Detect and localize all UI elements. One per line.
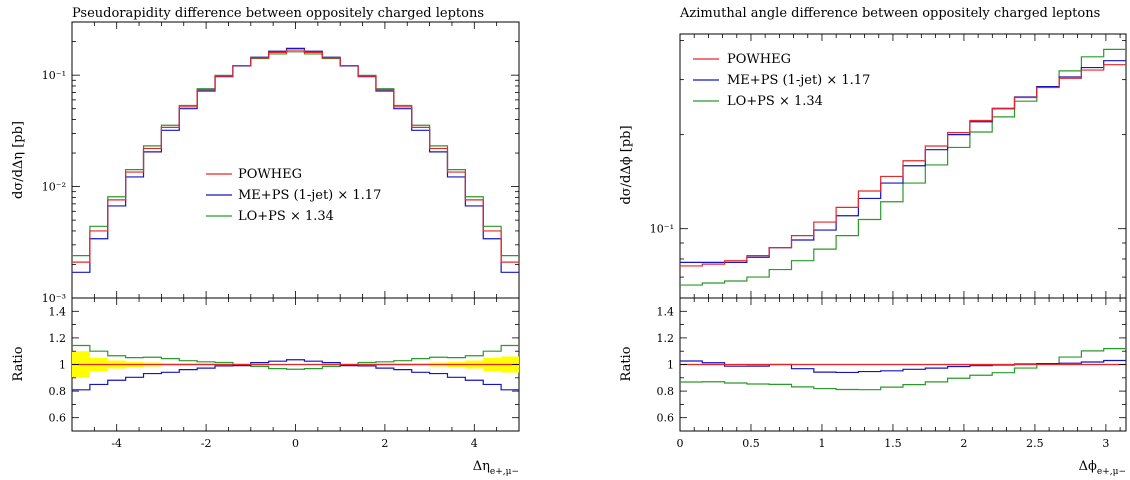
ratio-series-group: [72, 344, 519, 391]
x-axis-label: Δηe+,μ−: [473, 459, 519, 477]
series-line-1: [72, 47, 519, 273]
legend-label-meps: ME+PS (1-jet) × 1.17: [238, 188, 381, 203]
ratio-line-1: [72, 359, 519, 391]
tick-group: 0 0.5 1 1.5 2 2.5 3 10⁻¹ 0.6 0.8 1 1.2 1.4: [650, 34, 1126, 450]
legend-label-lops: LO+PS × 1.34: [238, 209, 334, 224]
ratio-tick-label: 1: [59, 359, 66, 372]
ratio-tick-label: 0.8: [49, 385, 67, 398]
tick-group: -4 -2 0 2 4 10⁻³ 10⁻² 10⁻¹ 0.6 0.8 1 1.2 1.4: [42, 21, 520, 450]
x-tick-label: 0.5: [742, 437, 760, 450]
y-tick-label: 10⁻³: [42, 292, 66, 305]
ratio-line-1: [680, 359, 1126, 374]
legend: POWHEG ME+PS (1-jet) × 1.17 LO+PS × 1.34: [206, 167, 381, 224]
pseudorapidity-chart: Pseudorapidity difference between opposi…: [11, 6, 520, 477]
series-line-0: [72, 49, 519, 263]
svg-text:Ratio: Ratio: [11, 346, 26, 381]
y-axis-label: dσ/dΔϕ [pb]: [619, 125, 634, 204]
ratio-tick-label: 0.6: [49, 412, 67, 425]
x-tick-label: 2.5: [1026, 437, 1044, 450]
x-tick-label: 4: [471, 437, 478, 450]
ratio-tick-label: 1.2: [657, 332, 675, 345]
ratio-tick-label: 1.2: [49, 332, 67, 345]
x-tick-label: 2: [960, 437, 967, 450]
y-tick-label: 10⁻²: [42, 181, 66, 194]
legend-label-powheg: POWHEG: [238, 167, 302, 182]
svg-text:dσ/dΔη [pb]: dσ/dΔη [pb]: [11, 121, 26, 199]
x-axis-label: Δϕe+,μ−: [1079, 459, 1126, 477]
x-tick-label: 1: [818, 437, 825, 450]
x-tick-label: 0: [677, 437, 684, 450]
y-tick-label: 10⁻¹: [42, 69, 66, 82]
series-line-2: [72, 51, 519, 257]
x-tick-label: 2: [381, 437, 388, 450]
x-tick-label: -2: [201, 437, 212, 450]
series-line-0: [680, 64, 1126, 267]
ratio-series-group: [680, 348, 1126, 391]
ratio-tick-label: 0.8: [657, 385, 675, 398]
main-series-group: [72, 47, 519, 273]
x-tick-label: 1.5: [884, 437, 902, 450]
chart-title: Pseudorapidity difference between opposi…: [72, 6, 484, 21]
x-tick-label: 3: [1102, 437, 1109, 450]
legend-label-meps: ME+PS (1-jet) × 1.17: [727, 73, 870, 88]
x-tick-label: -4: [111, 437, 122, 450]
ratio-line-2: [72, 344, 519, 370]
chart-title: Azimuthal angle difference between oppos…: [679, 6, 1100, 21]
ratio-tick-label: 1.4: [49, 305, 67, 318]
legend-label-lops: LO+PS × 1.34: [727, 94, 823, 109]
ratio-axis-label: Ratio: [11, 346, 26, 381]
azimuthal-chart: Azimuthal angle difference between oppos…: [619, 6, 1127, 477]
main-series-group: [680, 48, 1126, 286]
ratio-tick-label: 1: [667, 359, 674, 372]
x-tick-label: 0: [292, 437, 299, 450]
y-tick-label: 10⁻¹: [650, 223, 674, 236]
svg-text:dσ/dΔϕ [pb]: dσ/dΔϕ [pb]: [619, 125, 634, 204]
legend: POWHEG ME+PS (1-jet) × 1.17 LO+PS × 1.34: [693, 52, 870, 109]
svg-text:Ratio: Ratio: [619, 346, 634, 381]
y-axis-label: dσ/dΔη [pb]: [11, 121, 26, 199]
legend-label-powheg: POWHEG: [727, 52, 791, 67]
ratio-tick-label: 0.6: [657, 412, 675, 425]
ratio-tick-label: 1.4: [657, 305, 675, 318]
main-plot-frame: [71, 21, 520, 299]
ratio-axis-label: Ratio: [619, 346, 634, 381]
